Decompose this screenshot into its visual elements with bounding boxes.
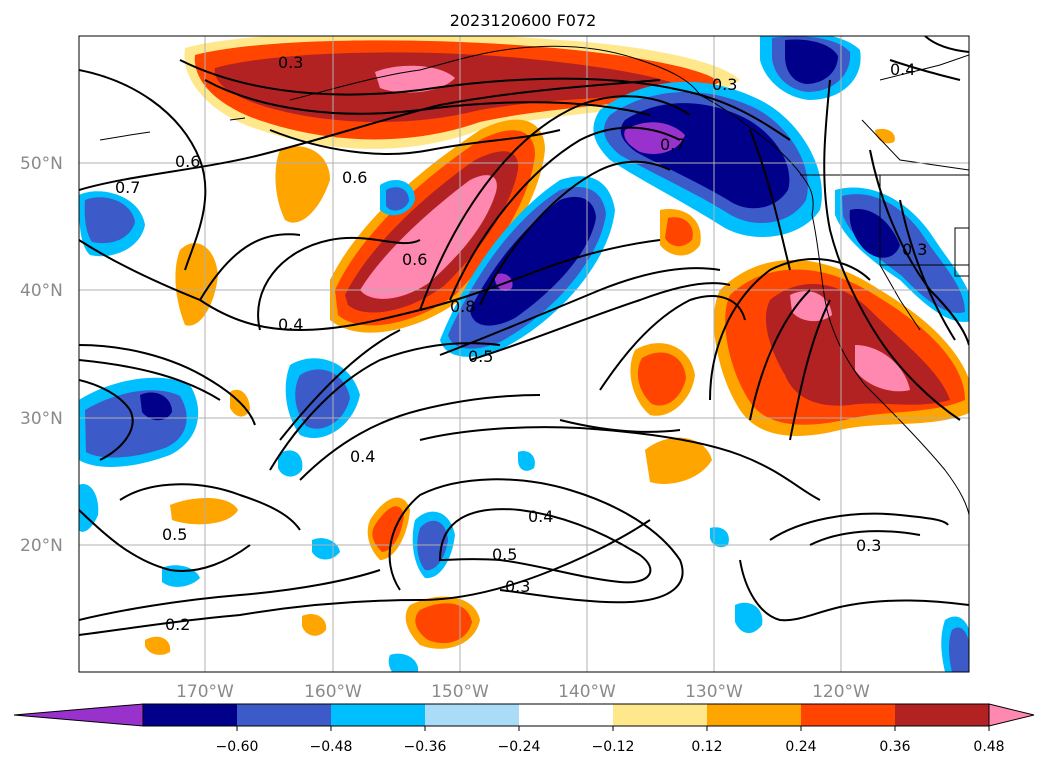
contour-label: 0.4 (350, 447, 375, 466)
lon-label: 150°W (431, 682, 489, 702)
colorbar-tick-label: 0.24 (785, 739, 816, 755)
coastlines (99, 45, 969, 518)
colorbar-segment (613, 704, 707, 726)
contour-label: 0.6 (342, 168, 367, 187)
lon-label: 170°W (176, 682, 234, 702)
contour-label: 0.4 (890, 60, 915, 79)
lat-label: 40°N (20, 281, 63, 301)
colorbar-tick-label: −0.48 (310, 739, 353, 755)
colorbar-segment (425, 704, 519, 726)
contour-label: 0.3 (505, 577, 530, 596)
contour-label: 0.6 (402, 250, 427, 269)
contour-label: 0.7 (115, 178, 140, 197)
contour-label: 0.5 (162, 525, 187, 544)
latitude-labels: 50°N 40°N 30°N 20°N (20, 154, 63, 556)
colorbar-tick-label: 0.36 (879, 739, 910, 755)
contour-label: 0.4 (278, 315, 303, 334)
colorbar-segment (331, 704, 425, 726)
colorbar-segment (707, 704, 801, 726)
colorbar-tick-label: 0.48 (973, 739, 1004, 755)
contour-lines (79, 36, 969, 636)
lon-label: 160°W (304, 682, 362, 702)
contour-label: 0.3 (278, 53, 303, 72)
colorbar-segment (801, 704, 895, 726)
colorbar: −0.60 −0.48 −0.36 −0.24 −0.12 0.12 0.24 0.36 0.4… (13, 703, 1035, 755)
colorbar-tick-label: −0.36 (404, 739, 447, 755)
lon-label: 120°W (812, 682, 870, 702)
lat-label: 20°N (20, 536, 63, 556)
map-panel: 0.3 0.3 0.4 0.6 0.6 0.7 0.7 0.6 0.8 0.4 … (79, 36, 969, 672)
positive-shading (145, 36, 969, 655)
colorbar-extend-low (13, 703, 144, 727)
contour-label: 0.3 (712, 75, 737, 94)
contour-label: 0.8 (450, 297, 475, 316)
colorbar-tick-label: −0.12 (592, 739, 635, 755)
colorbar-tick-label: −0.24 (498, 739, 541, 755)
contour-label-group: 0.3 0.3 0.4 0.6 0.6 0.7 0.7 0.6 0.8 0.4 … (115, 53, 927, 634)
contour-label: 0.3 (856, 536, 881, 555)
lat-label: 30°N (20, 409, 63, 429)
contour-label: 0.5 (468, 347, 493, 366)
gridlines (79, 36, 969, 672)
colorbar-segment (895, 704, 989, 726)
contour-label: 0.6 (175, 152, 200, 171)
colorbar-frame (142, 703, 990, 727)
lat-label: 50°N (20, 154, 63, 174)
contour-label: 0.4 (528, 507, 553, 526)
colorbar-tick-label: 0.12 (691, 739, 722, 755)
contour-label: 0.2 (165, 615, 190, 634)
figure-title: 2023120600 F072 (450, 11, 597, 30)
lon-label: 140°W (558, 682, 616, 702)
colorbar-extend-high (988, 703, 1035, 727)
longitude-labels: 170°W 160°W 150°W 140°W 130°W 120°W (176, 682, 870, 702)
map-frame (78, 35, 970, 673)
colorbar-segment (143, 704, 237, 726)
colorbar-segment (519, 704, 613, 726)
colorbar-tick-label: −0.60 (216, 739, 259, 755)
lon-label: 130°W (685, 682, 743, 702)
contour-label: 0.3 (902, 240, 927, 259)
contour-label: 0.5 (492, 545, 517, 564)
colorbar-segment (237, 704, 331, 726)
contour-label: 0.7 (660, 135, 685, 154)
